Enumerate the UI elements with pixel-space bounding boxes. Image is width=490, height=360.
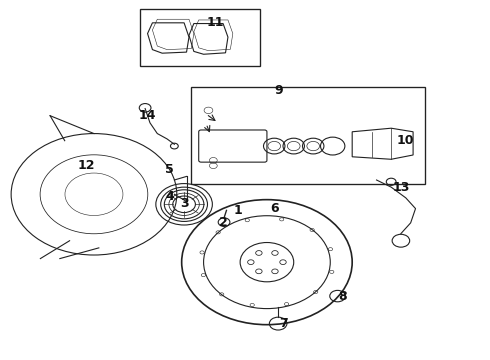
Text: 2: 2	[219, 216, 227, 229]
Text: 14: 14	[139, 109, 156, 122]
Text: 10: 10	[397, 134, 415, 147]
Text: 13: 13	[392, 181, 410, 194]
Bar	[192, 87, 425, 184]
Text: 4: 4	[165, 190, 174, 203]
Text: 5: 5	[165, 163, 174, 176]
Text: 9: 9	[275, 84, 283, 97]
Bar	[140, 9, 260, 66]
Text: 8: 8	[338, 289, 347, 303]
Text: 12: 12	[78, 159, 96, 172]
Text: 7: 7	[280, 317, 288, 330]
Text: 3: 3	[180, 197, 189, 210]
Text: 1: 1	[233, 204, 242, 217]
Text: 11: 11	[207, 16, 224, 29]
Text: 6: 6	[270, 202, 278, 215]
